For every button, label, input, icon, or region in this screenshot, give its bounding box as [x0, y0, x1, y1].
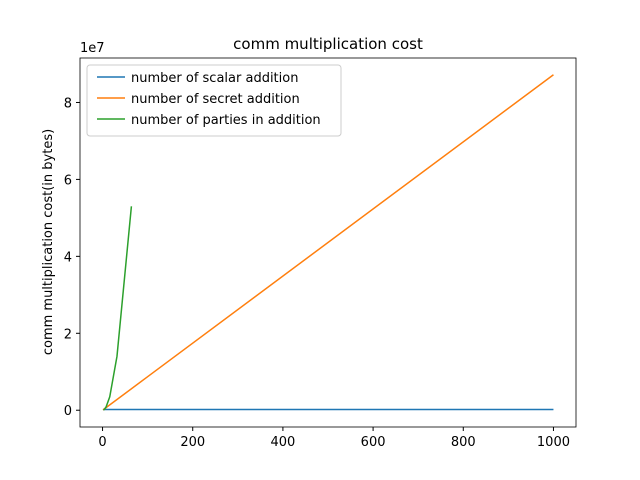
legend-label: number of secret addition: [131, 92, 300, 107]
legend-label: number of scalar addition: [131, 71, 298, 86]
y-tick-label: 0: [64, 404, 72, 419]
x-tick-label: 400: [270, 435, 295, 450]
x-tick-label: 800: [451, 435, 476, 450]
y-tick-label: 4: [64, 250, 72, 265]
plot-frame: [79, 57, 577, 428]
x-tick-label: 0: [98, 435, 106, 450]
y-tick-label: 2: [64, 327, 72, 342]
series-line: [103, 206, 133, 411]
legend-box: [86, 64, 342, 137]
legend-label: number of parties in addition: [131, 113, 321, 128]
x-tick-label: 600: [361, 435, 386, 450]
chart-title: comm multiplication cost: [233, 35, 423, 53]
y-tick-label: 8: [64, 96, 72, 111]
y-offset-label: 1e7: [80, 41, 105, 56]
y-tick-label: 6: [64, 173, 72, 188]
y-axis-label: comm multiplication cost(in bytes): [41, 129, 56, 355]
x-tick-label: 200: [180, 435, 205, 450]
x-tick-label: 1000: [537, 435, 570, 450]
